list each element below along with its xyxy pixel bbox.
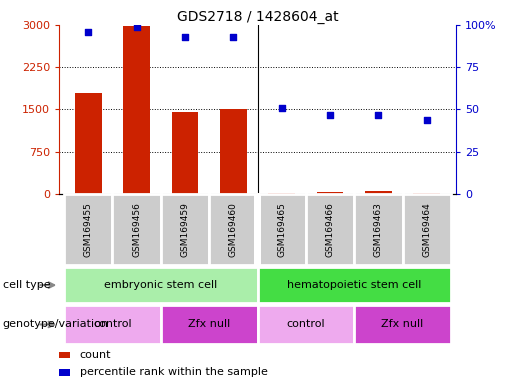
- Bar: [112, 194, 161, 265]
- Point: [229, 34, 237, 40]
- Bar: [354, 194, 403, 265]
- Point: [132, 23, 141, 30]
- Bar: [123, 26, 150, 194]
- Text: GDS2718 / 1428604_at: GDS2718 / 1428604_at: [177, 10, 338, 23]
- Text: Zfx null: Zfx null: [382, 319, 424, 329]
- Bar: [254, 194, 261, 265]
- Point: [374, 111, 383, 118]
- Text: GSM169463: GSM169463: [374, 202, 383, 257]
- Bar: [209, 194, 258, 265]
- Bar: [171, 112, 198, 194]
- Bar: [268, 193, 295, 194]
- Bar: [258, 305, 354, 344]
- Text: GSM169456: GSM169456: [132, 202, 141, 257]
- Bar: [414, 192, 440, 194]
- Bar: [161, 194, 209, 265]
- Bar: [306, 194, 354, 265]
- Bar: [317, 192, 344, 194]
- Bar: [365, 191, 392, 194]
- Point: [84, 29, 92, 35]
- Point: [326, 111, 334, 118]
- Text: control: control: [286, 319, 325, 329]
- Text: embryonic stem cell: embryonic stem cell: [104, 280, 217, 290]
- Text: GSM169465: GSM169465: [277, 202, 286, 257]
- Text: control: control: [93, 319, 132, 329]
- Bar: [75, 93, 101, 194]
- Text: Zfx null: Zfx null: [188, 319, 230, 329]
- Text: GSM169466: GSM169466: [325, 202, 335, 257]
- Bar: [354, 305, 451, 344]
- Point: [423, 116, 431, 122]
- Bar: [258, 267, 451, 303]
- Bar: [64, 194, 112, 265]
- Bar: [403, 194, 451, 265]
- Text: percentile rank within the sample: percentile rank within the sample: [80, 367, 268, 377]
- Text: GSM169455: GSM169455: [84, 202, 93, 257]
- Text: hematopoietic stem cell: hematopoietic stem cell: [287, 280, 421, 290]
- Point: [278, 105, 286, 111]
- Text: genotype/variation: genotype/variation: [3, 319, 109, 329]
- Text: count: count: [80, 350, 111, 360]
- Text: cell type: cell type: [3, 280, 50, 290]
- Bar: [64, 305, 161, 344]
- Point: [181, 34, 189, 40]
- Bar: [161, 305, 258, 344]
- Bar: [64, 267, 258, 303]
- Bar: [220, 109, 247, 194]
- Text: GSM169464: GSM169464: [422, 202, 431, 257]
- Bar: [258, 194, 306, 265]
- Text: GSM169460: GSM169460: [229, 202, 238, 257]
- Text: GSM169459: GSM169459: [180, 202, 190, 257]
